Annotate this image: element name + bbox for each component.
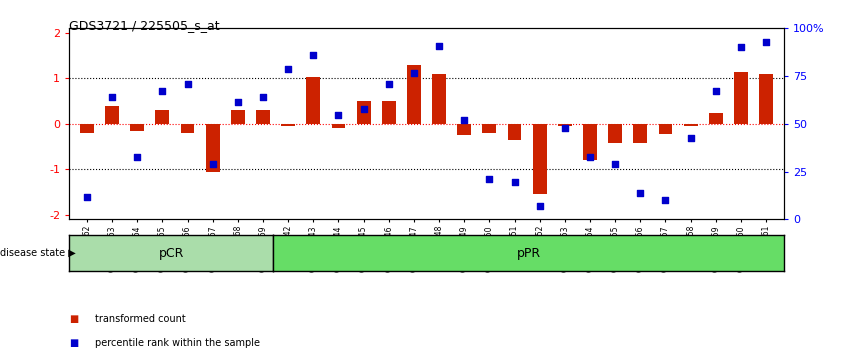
Bar	[558, 124, 572, 126]
Bar	[155, 110, 169, 124]
Bar	[583, 124, 597, 160]
Bar	[105, 106, 119, 124]
Bar	[432, 74, 446, 124]
Bar	[256, 110, 270, 124]
Point	[457, 118, 471, 123]
Point	[507, 179, 521, 185]
Text: disease state ▶: disease state ▶	[0, 248, 75, 258]
Point	[432, 43, 446, 48]
Text: ■: ■	[69, 314, 79, 324]
Point	[608, 161, 622, 167]
Bar	[407, 65, 421, 124]
Bar	[181, 124, 195, 133]
Point	[281, 67, 295, 72]
Bar	[533, 124, 546, 194]
Text: percentile rank within the sample: percentile rank within the sample	[95, 338, 261, 348]
Point	[684, 136, 698, 141]
Bar	[206, 124, 220, 172]
Text: pPR: pPR	[516, 247, 540, 259]
Bar	[734, 72, 748, 124]
Bar	[507, 124, 521, 140]
Text: pCR: pCR	[158, 247, 184, 259]
Point	[382, 81, 396, 87]
Point	[206, 161, 220, 167]
Text: ■: ■	[69, 338, 79, 348]
Bar	[231, 110, 245, 124]
Point	[307, 52, 320, 58]
Point	[583, 154, 597, 160]
Bar	[608, 124, 622, 143]
Point	[231, 99, 245, 105]
Point	[80, 194, 94, 200]
Bar	[709, 113, 723, 124]
Bar	[482, 124, 496, 133]
Bar	[457, 124, 471, 135]
Point	[759, 39, 773, 45]
Bar	[332, 124, 346, 129]
Point	[482, 176, 496, 181]
Bar	[382, 101, 396, 124]
Bar	[684, 124, 698, 126]
Bar	[633, 124, 647, 143]
Bar	[307, 78, 320, 124]
Point	[332, 112, 346, 118]
Point	[256, 94, 270, 99]
Bar	[658, 124, 672, 134]
Point	[357, 107, 371, 112]
Bar	[759, 74, 773, 124]
Text: GDS3721 / 225505_s_at: GDS3721 / 225505_s_at	[69, 19, 220, 33]
Bar	[281, 124, 295, 126]
Point	[105, 94, 119, 99]
Point	[407, 70, 421, 76]
Bar	[357, 101, 371, 124]
Bar	[80, 124, 94, 133]
Point	[658, 198, 672, 203]
Bar	[130, 124, 144, 131]
Point	[709, 88, 723, 94]
Point	[633, 190, 647, 196]
Point	[558, 125, 572, 130]
Point	[533, 203, 546, 209]
Point	[130, 154, 144, 160]
Point	[155, 88, 169, 94]
Point	[734, 45, 748, 50]
Point	[181, 81, 195, 87]
Text: transformed count: transformed count	[95, 314, 186, 324]
